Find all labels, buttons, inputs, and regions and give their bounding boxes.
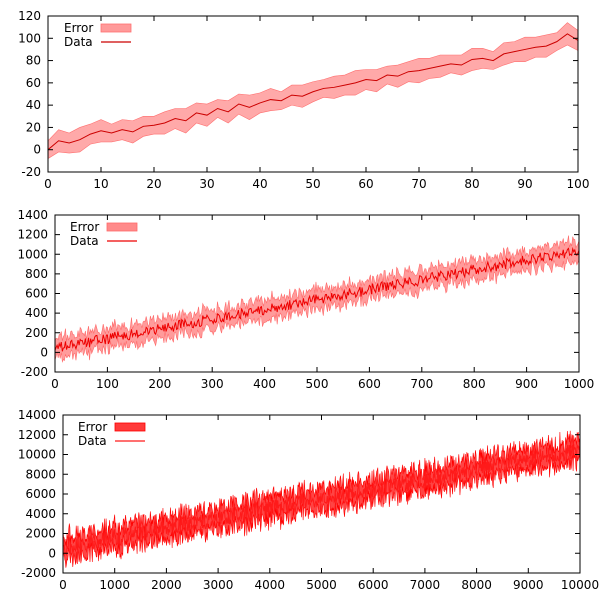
plot-area (63, 430, 580, 568)
legend-label-data: Data (64, 35, 93, 49)
y-tick-label: 120 (18, 9, 41, 23)
x-tick-label: 20 (146, 177, 161, 191)
x-tick-label: 200 (148, 377, 171, 391)
x-tick-label: 30 (199, 177, 214, 191)
y-tick-label: 1000 (17, 247, 48, 261)
plot-area (55, 235, 579, 363)
y-tick-label: 600 (25, 287, 48, 301)
error-band (48, 22, 578, 159)
y-tick-label: 10000 (18, 448, 56, 462)
y-tick-label: 200 (25, 326, 48, 340)
x-tick-label: 70 (411, 177, 426, 191)
legend-label-data: Data (78, 434, 107, 448)
y-tick-label: 12000 (18, 428, 56, 442)
x-tick-label: 50 (305, 177, 320, 191)
x-tick-label: 700 (410, 377, 433, 391)
x-tick-label: 10000 (561, 578, 599, 592)
x-tick-label: 100 (96, 377, 119, 391)
x-tick-label: 8000 (461, 578, 492, 592)
x-tick-label: 100 (567, 177, 590, 191)
x-tick-label: 9000 (513, 578, 544, 592)
x-tick-label: 300 (201, 377, 224, 391)
x-tick-label: 0 (59, 578, 67, 592)
y-tick-label: 400 (25, 306, 48, 320)
y-tick-label: 6000 (25, 487, 56, 501)
x-tick-label: 5000 (306, 578, 337, 592)
x-tick-label: 400 (253, 377, 276, 391)
x-tick-label: 0 (51, 377, 59, 391)
y-tick-label: 0 (33, 143, 41, 157)
y-tick-label: 2000 (25, 527, 56, 541)
x-tick-label: 6000 (358, 578, 389, 592)
x-tick-label: 4000 (255, 578, 286, 592)
data-line (55, 246, 579, 352)
y-tick-label: 0 (48, 546, 56, 560)
x-tick-label: 2000 (151, 578, 182, 592)
x-tick-label: 600 (358, 377, 381, 391)
x-tick-label: 900 (515, 377, 538, 391)
y-tick-label: 40 (26, 98, 41, 112)
data-line (48, 33, 578, 151)
chart-panel-2: 0 100 200 300 400 500 600 700 800 900 1000-2000200… (17, 208, 594, 391)
y-tick-label: 1200 (17, 228, 48, 242)
y-tick-label: 100 (18, 31, 41, 45)
legend-swatch-error (106, 222, 138, 232)
x-tick-label: 60 (358, 177, 373, 191)
y-tick-label: -200 (21, 365, 48, 379)
x-tick-label: 800 (463, 377, 486, 391)
y-tick-label: 8000 (25, 467, 56, 481)
legend-label-error: Error (78, 420, 107, 434)
plot-area (48, 22, 578, 159)
legend-label-error: Error (64, 21, 93, 35)
legend-swatch-error (100, 23, 132, 33)
x-tick-label: 7000 (410, 578, 441, 592)
x-tick-label: 40 (252, 177, 267, 191)
x-tick-label: 500 (306, 377, 329, 391)
y-tick-label: -2000 (21, 566, 56, 580)
y-tick-label: 1400 (17, 208, 48, 222)
x-tick-label: 1000 (99, 578, 130, 592)
y-tick-label: -20 (21, 165, 41, 179)
x-tick-label: 90 (517, 177, 532, 191)
data-line (63, 443, 580, 556)
chart-panel-1: 0 10 20 30 40 50 60 70 80 90 100-20020406080100120… (18, 9, 589, 191)
x-tick-label: 10 (93, 177, 108, 191)
legend-swatch-error (114, 422, 146, 432)
chart-panel-3: 0 1000 2000 3000 4000 5000 6000 7000 8000 9000 100… (18, 408, 599, 592)
legend-label-error: Error (70, 220, 99, 234)
y-tick-label: 20 (26, 120, 41, 134)
y-tick-label: 80 (26, 54, 41, 68)
x-tick-label: 3000 (203, 578, 234, 592)
legend-label-data: Data (70, 234, 99, 248)
y-tick-label: 14000 (18, 408, 56, 422)
y-tick-label: 0 (40, 345, 48, 359)
x-tick-label: 80 (464, 177, 479, 191)
y-tick-label: 60 (26, 76, 41, 90)
x-tick-label: 0 (44, 177, 52, 191)
x-tick-label: 1000 (564, 377, 595, 391)
y-tick-label: 800 (25, 267, 48, 281)
y-tick-label: 4000 (25, 507, 56, 521)
